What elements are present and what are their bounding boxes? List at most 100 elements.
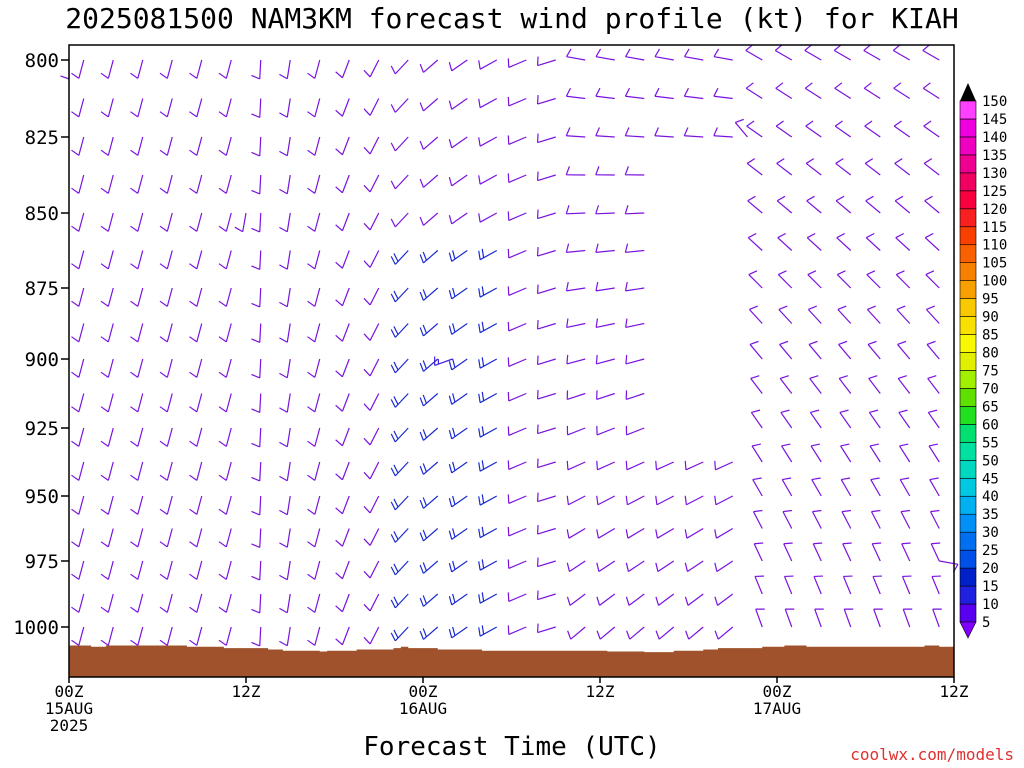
- colorbar-swatch: [959, 603, 977, 623]
- wind-barb: [625, 527, 645, 539]
- wind-barb: [130, 212, 144, 232]
- wind-barb: [478, 286, 498, 298]
- wind-barb: [335, 427, 350, 447]
- wind-barb: [478, 559, 498, 571]
- wind-barb: [810, 443, 822, 463]
- wind-barb: [781, 443, 793, 463]
- colorbar-label: 120: [982, 202, 1007, 218]
- wind-barb: [307, 528, 321, 548]
- wind-barb: [596, 527, 616, 539]
- x-tick-label: 12Z: [232, 682, 261, 701]
- wind-barb: [596, 425, 615, 436]
- colorbar-label: 115: [982, 220, 1007, 236]
- wind-barb: [536, 320, 556, 330]
- wind-barb-sample: [939, 560, 959, 573]
- wind-barb: [251, 323, 262, 344]
- wind-barb: [307, 250, 321, 270]
- wind-barb: [363, 560, 380, 579]
- wind-barb: [778, 305, 793, 324]
- wind-barb: [130, 393, 144, 413]
- wind-barb: [811, 509, 822, 529]
- wind-barb: [566, 318, 586, 328]
- wind-barb: [390, 593, 409, 609]
- wind-barb: [774, 44, 793, 61]
- wind-barb: [159, 136, 173, 156]
- wind-barb: [251, 393, 262, 414]
- wind-barb: [335, 358, 350, 378]
- colorbar-swatch: [959, 280, 977, 299]
- wind-barb: [714, 495, 734, 506]
- terrain-area: [69, 645, 954, 677]
- wind-barb: [625, 460, 645, 471]
- wind-barb: [419, 174, 439, 188]
- wind-barb: [100, 495, 114, 515]
- wind-barb: [419, 323, 439, 337]
- wind-barb: [307, 212, 321, 232]
- wind-barb: [478, 357, 498, 369]
- wind-barb: [804, 44, 822, 61]
- wind-barb: [624, 281, 645, 292]
- wind-barb: [864, 120, 881, 138]
- wind-barb: [625, 593, 645, 606]
- wind-barb: [894, 195, 911, 214]
- wind-barb: [448, 212, 468, 225]
- wind-barb: [363, 250, 380, 268]
- wind-barb: [478, 321, 498, 334]
- colorbar-swatch: [959, 208, 977, 228]
- wind-barb: [448, 287, 468, 300]
- wind-barb: [840, 477, 852, 497]
- wind-barb: [130, 136, 144, 156]
- wind-barb: [805, 158, 822, 176]
- wind-barb: [218, 287, 232, 307]
- wind-barb: [159, 593, 173, 613]
- wind-barb: [901, 542, 911, 562]
- wind-barb: [71, 287, 85, 307]
- y-tick-label: 800: [25, 50, 59, 72]
- colorbar-label: 85: [982, 328, 999, 344]
- wind-barb: [335, 287, 350, 307]
- wind-barb: [779, 340, 793, 360]
- x-tick-label: 12Z: [940, 682, 969, 701]
- wind-barb: [448, 461, 468, 474]
- wind-barb: [654, 48, 674, 61]
- wind-barb: [218, 323, 232, 343]
- wind-barb: [866, 305, 881, 324]
- wind-barb: [251, 495, 262, 516]
- wind-barb: [809, 375, 822, 394]
- wind-barb: [71, 393, 85, 413]
- wind-barb: [507, 494, 527, 504]
- wind-barb: [307, 98, 321, 118]
- colorbar-swatch: [959, 316, 977, 335]
- wind-barb: [189, 393, 203, 413]
- colorbar-label: 80: [982, 346, 999, 362]
- wind-barb: [752, 477, 763, 497]
- y-axis: 800 825 850 875 900 925 950 975 1000: [13, 50, 69, 639]
- wind-barb: [363, 427, 380, 446]
- wind-barb: [565, 205, 586, 215]
- wind-barb: [809, 409, 822, 429]
- wind-barb: [834, 120, 852, 138]
- wind-barb: [251, 427, 262, 448]
- wind-barb: [390, 495, 409, 511]
- wind-barb: [565, 243, 586, 253]
- wind-barb: [864, 158, 881, 176]
- wind-barb: [218, 59, 232, 79]
- wind-barb: [159, 98, 173, 118]
- colorbar-label: 45: [982, 471, 999, 487]
- wind-barb-sample: [434, 356, 453, 367]
- credit-link[interactable]: coolwx.com/models: [850, 745, 1014, 764]
- wind-barb: [565, 127, 586, 138]
- wind-barb: [478, 625, 498, 637]
- wind-barb: [419, 358, 439, 372]
- colorbar-label: 125: [982, 184, 1007, 200]
- wind-barb: [753, 542, 764, 562]
- wind-barb: [596, 593, 616, 606]
- wind-barb: [870, 477, 881, 497]
- wind-barb: [478, 136, 498, 147]
- wind-barb: [811, 477, 822, 497]
- wind-barb: [927, 409, 940, 429]
- wind-barb: [714, 593, 734, 606]
- wind-barb: [566, 527, 586, 539]
- wind-barb: [745, 44, 763, 61]
